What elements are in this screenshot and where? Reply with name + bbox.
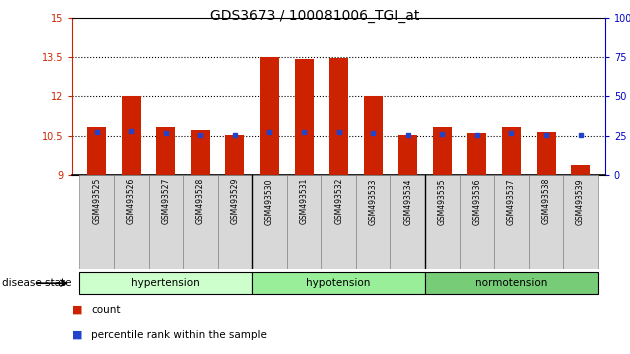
Text: GSM493538: GSM493538 [542,178,551,224]
Bar [494,175,529,269]
Bar [183,175,217,269]
Bar [226,135,244,175]
Bar [149,175,183,269]
Bar [563,175,598,269]
Bar [87,127,106,175]
Bar [156,127,175,175]
Text: GSM493526: GSM493526 [127,178,135,224]
Bar [260,57,279,175]
Bar [433,127,452,175]
Text: GSM493531: GSM493531 [299,178,309,224]
Text: GSM493534: GSM493534 [403,178,412,224]
Text: hypotension: hypotension [306,278,371,288]
Text: GDS3673 / 100081006_TGI_at: GDS3673 / 100081006_TGI_at [210,9,420,23]
Bar [391,175,425,269]
Text: GSM493532: GSM493532 [334,178,343,224]
Text: normotension: normotension [475,278,547,288]
Bar [79,272,252,295]
Bar [79,175,114,269]
Text: count: count [91,305,121,315]
Text: hypertension: hypertension [132,278,200,288]
Bar [425,175,460,269]
Bar [295,59,314,175]
Bar [460,175,494,269]
Bar [398,135,417,175]
Text: GSM493530: GSM493530 [265,178,274,224]
Text: GSM493525: GSM493525 [92,178,101,224]
Bar [122,96,140,175]
Text: GSM493535: GSM493535 [438,178,447,224]
Text: GSM493537: GSM493537 [507,178,516,224]
Text: ■: ■ [72,330,83,339]
Text: GSM493533: GSM493533 [369,178,378,224]
Bar [217,175,252,269]
Text: GSM493529: GSM493529 [231,178,239,224]
Text: disease state: disease state [2,278,71,288]
Bar [321,175,356,269]
Bar [529,175,563,269]
Bar [191,130,210,175]
Bar [356,175,391,269]
Bar [252,272,425,295]
Bar [329,58,348,175]
Text: GSM493539: GSM493539 [576,178,585,224]
Text: GSM493536: GSM493536 [472,178,481,224]
Bar [467,133,486,175]
Bar [502,127,521,175]
Text: percentile rank within the sample: percentile rank within the sample [91,330,267,339]
Bar [425,272,598,295]
Bar [287,175,321,269]
Bar [537,132,556,175]
Text: ■: ■ [72,305,83,315]
Bar [114,175,149,269]
Text: GSM493527: GSM493527 [161,178,170,224]
Bar [364,96,382,175]
Text: GSM493528: GSM493528 [196,178,205,224]
Bar [252,175,287,269]
Bar [571,165,590,175]
